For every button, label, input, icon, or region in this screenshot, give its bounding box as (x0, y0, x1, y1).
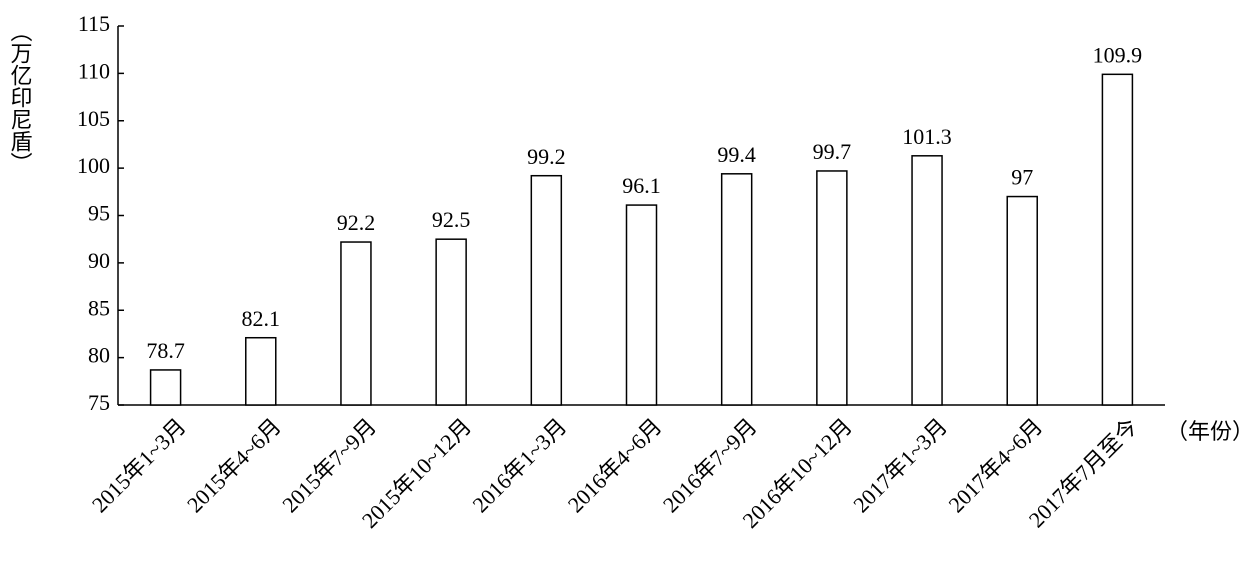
value-label: 101.3 (902, 124, 952, 149)
x-tick-label: 2015年1~3月 (87, 413, 191, 517)
y-tick-label: 75 (88, 390, 110, 415)
bar (435, 238, 467, 406)
x-tick-label: 2016年7~9月 (658, 413, 762, 517)
value-label: 109.9 (1093, 42, 1143, 67)
y-tick-label: 110 (78, 58, 110, 83)
value-label: 97 (1011, 165, 1033, 190)
y-tick-label: 80 (88, 343, 110, 368)
bar (530, 174, 563, 406)
x-tick-label: 2017年4~6月 (943, 413, 1047, 517)
value-label: 92.5 (432, 207, 471, 232)
x-axis-label: （年份） (1166, 419, 1254, 444)
value-label: 92.2 (337, 210, 376, 235)
bar (720, 173, 753, 406)
y-tick-label: 100 (77, 153, 110, 178)
bar (340, 241, 372, 406)
y-tick-label: 105 (77, 106, 110, 131)
bar (149, 369, 182, 406)
y-tick-label: 85 (88, 295, 110, 320)
bar (1006, 195, 1038, 406)
y-axis-label: （万亿印尼盾） (8, 20, 33, 174)
x-tick-label: 2017年1~3月 (848, 413, 952, 517)
value-label: 82.1 (242, 306, 281, 331)
y-tick-label: 115 (78, 11, 110, 36)
bar (1101, 73, 1134, 406)
x-tick-label: 2015年4~6月 (182, 413, 286, 517)
bar (816, 170, 848, 406)
y-tick-label: 95 (88, 201, 110, 226)
value-label: 99.2 (527, 144, 566, 169)
value-label: 99.4 (717, 142, 756, 167)
bar (625, 204, 658, 406)
y-tick-label: 90 (88, 248, 110, 273)
x-tick-label: 2015年7~9月 (277, 413, 381, 517)
x-tick-label: 2016年1~3月 (468, 413, 572, 517)
value-label: 78.7 (146, 338, 185, 363)
bar (911, 155, 943, 406)
x-tick-label: 2016年4~6月 (563, 413, 667, 517)
bar (245, 336, 277, 406)
value-label: 99.7 (813, 139, 852, 164)
value-label: 96.1 (622, 173, 661, 198)
